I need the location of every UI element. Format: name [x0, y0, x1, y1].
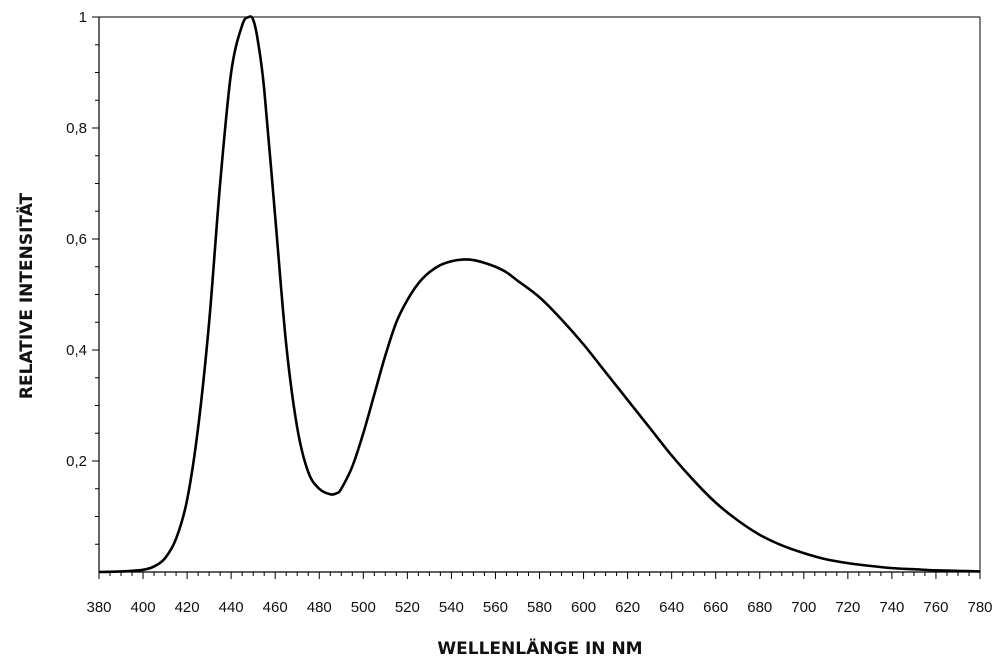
y-tick-label: 0,6 — [66, 231, 87, 248]
x-tick-label: 680 — [747, 599, 772, 616]
spectrum-line — [98, 15, 981, 574]
y-tick-label: 0,4 — [66, 342, 87, 359]
y-axis: 0,2 0,4 0,6 0,8 1 — [66, 9, 99, 545]
y-axis-title: RELATIVE INTENSITÄT — [15, 192, 37, 399]
x-tick-label: 500 — [351, 599, 376, 616]
x-tick-label: 460 — [263, 599, 288, 616]
x-tick-label: 480 — [307, 599, 332, 616]
series-layer — [98, 15, 981, 574]
x-tick-label: 540 — [439, 599, 464, 616]
y-tick-label: 0,8 — [66, 120, 87, 137]
x-tick-label: 760 — [923, 599, 948, 616]
x-tick-label: 620 — [615, 599, 640, 616]
x-tick-label: 780 — [967, 599, 992, 616]
x-tick-label: 560 — [483, 599, 508, 616]
x-tick-label: 440 — [219, 599, 244, 616]
y-tick-label: 0,2 — [66, 453, 87, 470]
x-tick-label: 640 — [659, 599, 684, 616]
x-tick-label: 420 — [175, 599, 200, 616]
x-tick-label: 400 — [131, 599, 156, 616]
plot-frame — [98, 16, 981, 573]
x-tick-label: 600 — [571, 599, 596, 616]
x-tick-label: 720 — [835, 599, 860, 616]
x-axis: 380 400 420 440 460 480 500 520 540 560 580 600 620 6… — [86, 572, 993, 616]
x-axis-title: WELLENLÄNGE IN NM — [437, 637, 642, 659]
x-tick-label: 380 — [86, 599, 111, 616]
x-tick-label: 700 — [791, 599, 816, 616]
x-tick-label: 660 — [703, 599, 728, 616]
x-tick-label: 520 — [395, 599, 420, 616]
y-tick-label: 1 — [79, 9, 87, 26]
x-tick-label: 580 — [527, 599, 552, 616]
x-tick-label: 740 — [879, 599, 904, 616]
